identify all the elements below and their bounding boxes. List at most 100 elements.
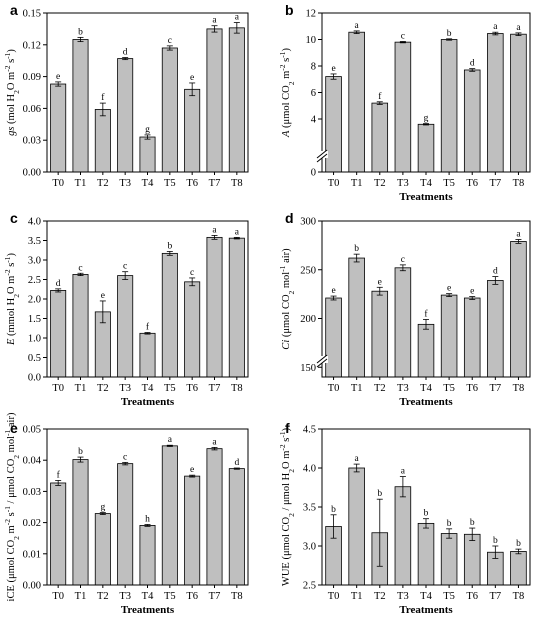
- error-bar: [492, 31, 499, 36]
- bar: [325, 76, 342, 173]
- significance-letter: e: [470, 287, 474, 297]
- significance-letter: a: [401, 467, 406, 477]
- plot-frame: [321, 428, 531, 586]
- significance-letter: e: [331, 64, 335, 74]
- significance-letter: c: [168, 36, 172, 46]
- bar: [50, 290, 67, 378]
- x-tick-label: T8: [231, 178, 243, 189]
- panel-label: c: [10, 210, 18, 226]
- significance-letter: a: [212, 225, 217, 235]
- x-tick-label: T3: [397, 383, 409, 394]
- y-tick-label: 0: [311, 168, 316, 179]
- x-tick-label: T2: [97, 591, 109, 602]
- bar: [394, 267, 412, 378]
- bar: [139, 332, 156, 378]
- error-bar: [122, 57, 129, 61]
- x-tick-label: T1: [351, 591, 363, 602]
- error-bar: [330, 73, 337, 80]
- error-bar: [330, 514, 337, 539]
- bar: [417, 522, 435, 586]
- significance-letter: d: [123, 48, 128, 58]
- x-tick-label: T8: [231, 383, 243, 394]
- error-bar: [99, 512, 106, 515]
- x-tick-label: T8: [513, 178, 525, 189]
- x-axis-label: Treatments: [121, 604, 175, 616]
- error-bar: [399, 41, 406, 44]
- bar: [394, 486, 412, 586]
- significance-letter: h: [145, 514, 150, 524]
- y-tick-label: 3.5: [28, 236, 41, 247]
- error-bar: [376, 101, 383, 105]
- bar: [72, 274, 89, 378]
- x-axis-label: Treatments: [121, 396, 175, 408]
- x-tick-label: T6: [186, 591, 198, 602]
- bar: [348, 467, 365, 586]
- bar: [94, 109, 111, 173]
- y-tick-label: 0.00: [23, 581, 41, 592]
- bar: [50, 482, 67, 586]
- bar: [510, 241, 527, 378]
- significance-letter: d: [234, 458, 239, 468]
- y-tick-label: 0.15: [23, 9, 41, 20]
- y-tick-label: 1.5: [28, 314, 41, 325]
- x-tick-label: T3: [119, 178, 131, 189]
- bar: [50, 83, 67, 173]
- plot-frame: [46, 220, 249, 378]
- y-tick-label: 0.05: [23, 425, 41, 436]
- bar: [487, 33, 504, 173]
- significance-letter: a: [516, 230, 521, 240]
- error-bar: [122, 271, 129, 280]
- bar: [371, 290, 389, 378]
- y-tick-label: 2.5: [303, 581, 316, 592]
- significance-letter: b: [354, 244, 359, 254]
- x-tick-label: T1: [351, 178, 363, 189]
- error-bar: [446, 528, 453, 539]
- significance-letter: f: [57, 469, 61, 480]
- significance-letter: b: [493, 536, 498, 546]
- significance-letter: a: [168, 435, 173, 445]
- panel-label: a: [10, 2, 18, 18]
- chart-panel-f: f 2.5 3.0 3.5 4.0 4.5 b T0 a T1 b T2 a T3 b T4 b T5 b T6 b T7…: [278, 420, 531, 616]
- significance-letter: c: [123, 262, 127, 272]
- x-tick-label: T4: [420, 178, 432, 189]
- y-tick-label: 2.5: [28, 275, 41, 286]
- x-tick-label: T8: [513, 383, 525, 394]
- bar: [463, 533, 481, 586]
- significance-letter: b: [470, 518, 475, 528]
- x-tick-label: T5: [164, 591, 176, 602]
- bar: [348, 31, 365, 173]
- y-tick-label: 0.12: [23, 40, 41, 51]
- x-tick-label: T4: [420, 591, 432, 602]
- bar: [117, 58, 134, 173]
- y-tick-label: 0.01: [23, 549, 41, 560]
- error-bar: [77, 36, 84, 43]
- significance-letter: c: [78, 263, 82, 273]
- error-bar: [330, 295, 337, 301]
- error-bar: [144, 332, 151, 335]
- x-tick-label: T0: [328, 178, 340, 189]
- y-tick-label: 8: [311, 62, 316, 73]
- error-bar: [166, 444, 173, 447]
- y-tick-label: 3.5: [303, 503, 316, 514]
- x-tick-label: T4: [420, 383, 432, 394]
- x-tick-label: T2: [97, 383, 109, 394]
- significance-letter: b: [78, 447, 83, 457]
- significance-letter: b: [331, 505, 336, 515]
- significance-letter: e: [378, 277, 382, 287]
- bar: [440, 533, 458, 586]
- bar: [139, 525, 156, 586]
- significance-letter: a: [212, 437, 217, 447]
- error-bar: [77, 272, 84, 277]
- x-tick-label: T7: [489, 383, 501, 394]
- bar: [228, 27, 245, 173]
- significance-letter: b: [447, 519, 452, 529]
- significance-letter: f: [424, 308, 428, 319]
- significance-letter: g: [424, 114, 429, 124]
- error-bar: [55, 480, 62, 486]
- error-bar: [189, 82, 196, 97]
- x-tick-label: T1: [75, 178, 87, 189]
- significance-letter: d: [493, 267, 498, 277]
- x-tick-label: T3: [119, 591, 131, 602]
- significance-letter: a: [516, 23, 521, 33]
- error-bar: [515, 239, 522, 244]
